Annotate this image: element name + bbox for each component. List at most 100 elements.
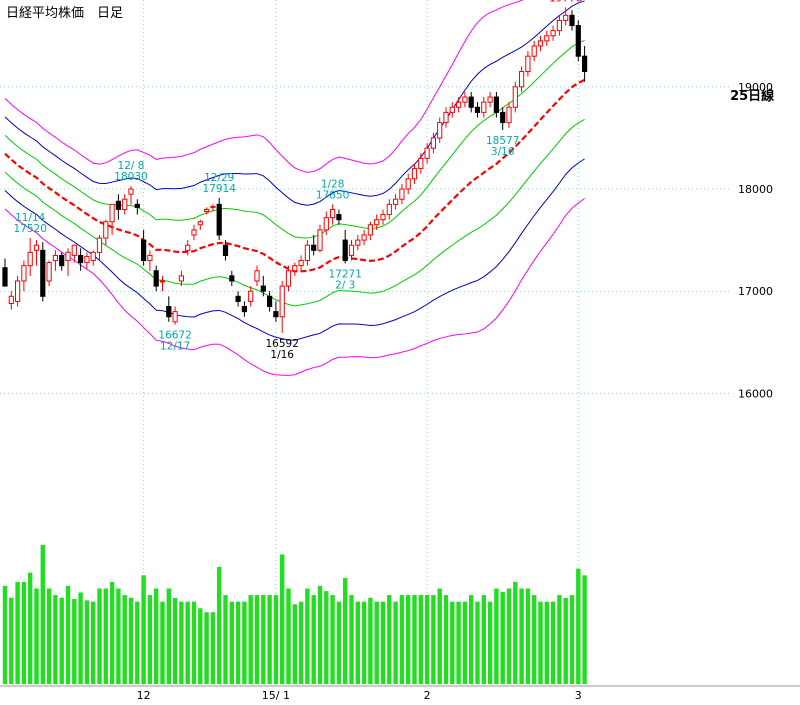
candle-body xyxy=(424,147,430,159)
candle xyxy=(153,265,159,292)
volume-bar xyxy=(97,588,102,684)
volume-bar xyxy=(59,597,64,684)
volume-bar xyxy=(412,595,417,684)
annotation-text: 17850 xyxy=(316,189,349,201)
candle-body xyxy=(197,221,203,226)
candle-body xyxy=(65,251,71,262)
candle xyxy=(185,240,191,256)
candle-body xyxy=(487,96,493,103)
volume-bar xyxy=(78,592,83,684)
volume-bar xyxy=(406,595,411,684)
candle xyxy=(267,291,273,312)
candle xyxy=(191,224,197,241)
y-axis: 16000 17000 18000 19000 xyxy=(738,81,773,401)
annotation-text: 3/16 xyxy=(491,146,515,158)
volume-bar xyxy=(116,588,121,684)
candle-body xyxy=(575,25,581,57)
ma-label: 25日線 xyxy=(730,88,775,104)
candle-body xyxy=(71,244,77,256)
annotation-text: 1/16 xyxy=(270,349,294,361)
volume-bar xyxy=(53,595,58,684)
volume-bar xyxy=(286,588,291,684)
candle xyxy=(519,66,525,92)
candle-body xyxy=(298,260,304,267)
candle xyxy=(512,81,518,113)
band-3-upper xyxy=(4,0,524,173)
candle-body xyxy=(153,270,159,287)
candle-body xyxy=(109,203,115,223)
candle xyxy=(424,143,430,164)
candle-body xyxy=(273,311,279,318)
volume-bar xyxy=(242,601,247,684)
annotation-text: 12/ 8 xyxy=(118,160,145,172)
candle-body xyxy=(468,96,474,108)
volume-bar xyxy=(361,601,367,684)
annotation-text: 2/ 3 xyxy=(335,280,355,292)
candle xyxy=(474,102,481,118)
volume-bar xyxy=(538,601,543,684)
candle-body xyxy=(122,198,128,210)
candle xyxy=(443,107,449,128)
candle xyxy=(210,204,216,212)
candle-body xyxy=(216,203,222,236)
candle-body xyxy=(90,251,96,262)
volume-bar xyxy=(217,566,222,684)
candle-body xyxy=(166,306,172,318)
candle-body xyxy=(556,19,562,32)
volume-bar xyxy=(324,591,329,684)
volume-bar xyxy=(122,595,127,684)
candle xyxy=(241,301,248,317)
candle xyxy=(166,296,172,322)
candle xyxy=(493,91,499,118)
candles xyxy=(2,7,588,333)
candle xyxy=(537,35,544,52)
candle-body xyxy=(103,221,109,239)
candle-body xyxy=(21,265,27,282)
candle-body xyxy=(40,249,46,297)
volume-bars xyxy=(2,545,587,684)
candle xyxy=(147,250,153,271)
candle xyxy=(204,207,210,215)
candle-body xyxy=(342,239,348,262)
volume-bar xyxy=(513,581,518,684)
band-2-upper xyxy=(4,0,585,206)
volume-bar xyxy=(525,588,531,684)
band-1-upper xyxy=(4,39,585,239)
candle-body xyxy=(185,244,191,251)
volume-bar xyxy=(103,588,108,684)
volume-bar xyxy=(273,595,279,684)
candle-body xyxy=(550,30,556,37)
candle-body xyxy=(367,224,373,236)
candle xyxy=(449,102,455,118)
candle xyxy=(2,258,8,287)
volume-bar xyxy=(254,595,260,684)
candle xyxy=(361,229,367,246)
candle-body xyxy=(317,229,323,251)
candle xyxy=(462,91,468,108)
volume-bar xyxy=(330,595,335,684)
candle-body xyxy=(512,86,518,108)
volume-bar xyxy=(506,588,512,684)
annotation-text: 16672 xyxy=(158,330,191,342)
volume-bar xyxy=(135,601,140,684)
candle-body xyxy=(323,217,329,231)
candle xyxy=(575,20,581,62)
volume-bar xyxy=(210,612,216,684)
volume-bar xyxy=(235,601,241,684)
candle-body xyxy=(399,188,405,200)
volume-bar xyxy=(128,597,134,684)
candle-body xyxy=(191,229,197,236)
candle xyxy=(279,280,285,333)
candle xyxy=(456,97,462,113)
candle-body xyxy=(229,275,235,282)
candle-body xyxy=(2,267,8,287)
candle xyxy=(336,209,342,225)
candle xyxy=(115,194,122,220)
candle xyxy=(65,248,71,276)
